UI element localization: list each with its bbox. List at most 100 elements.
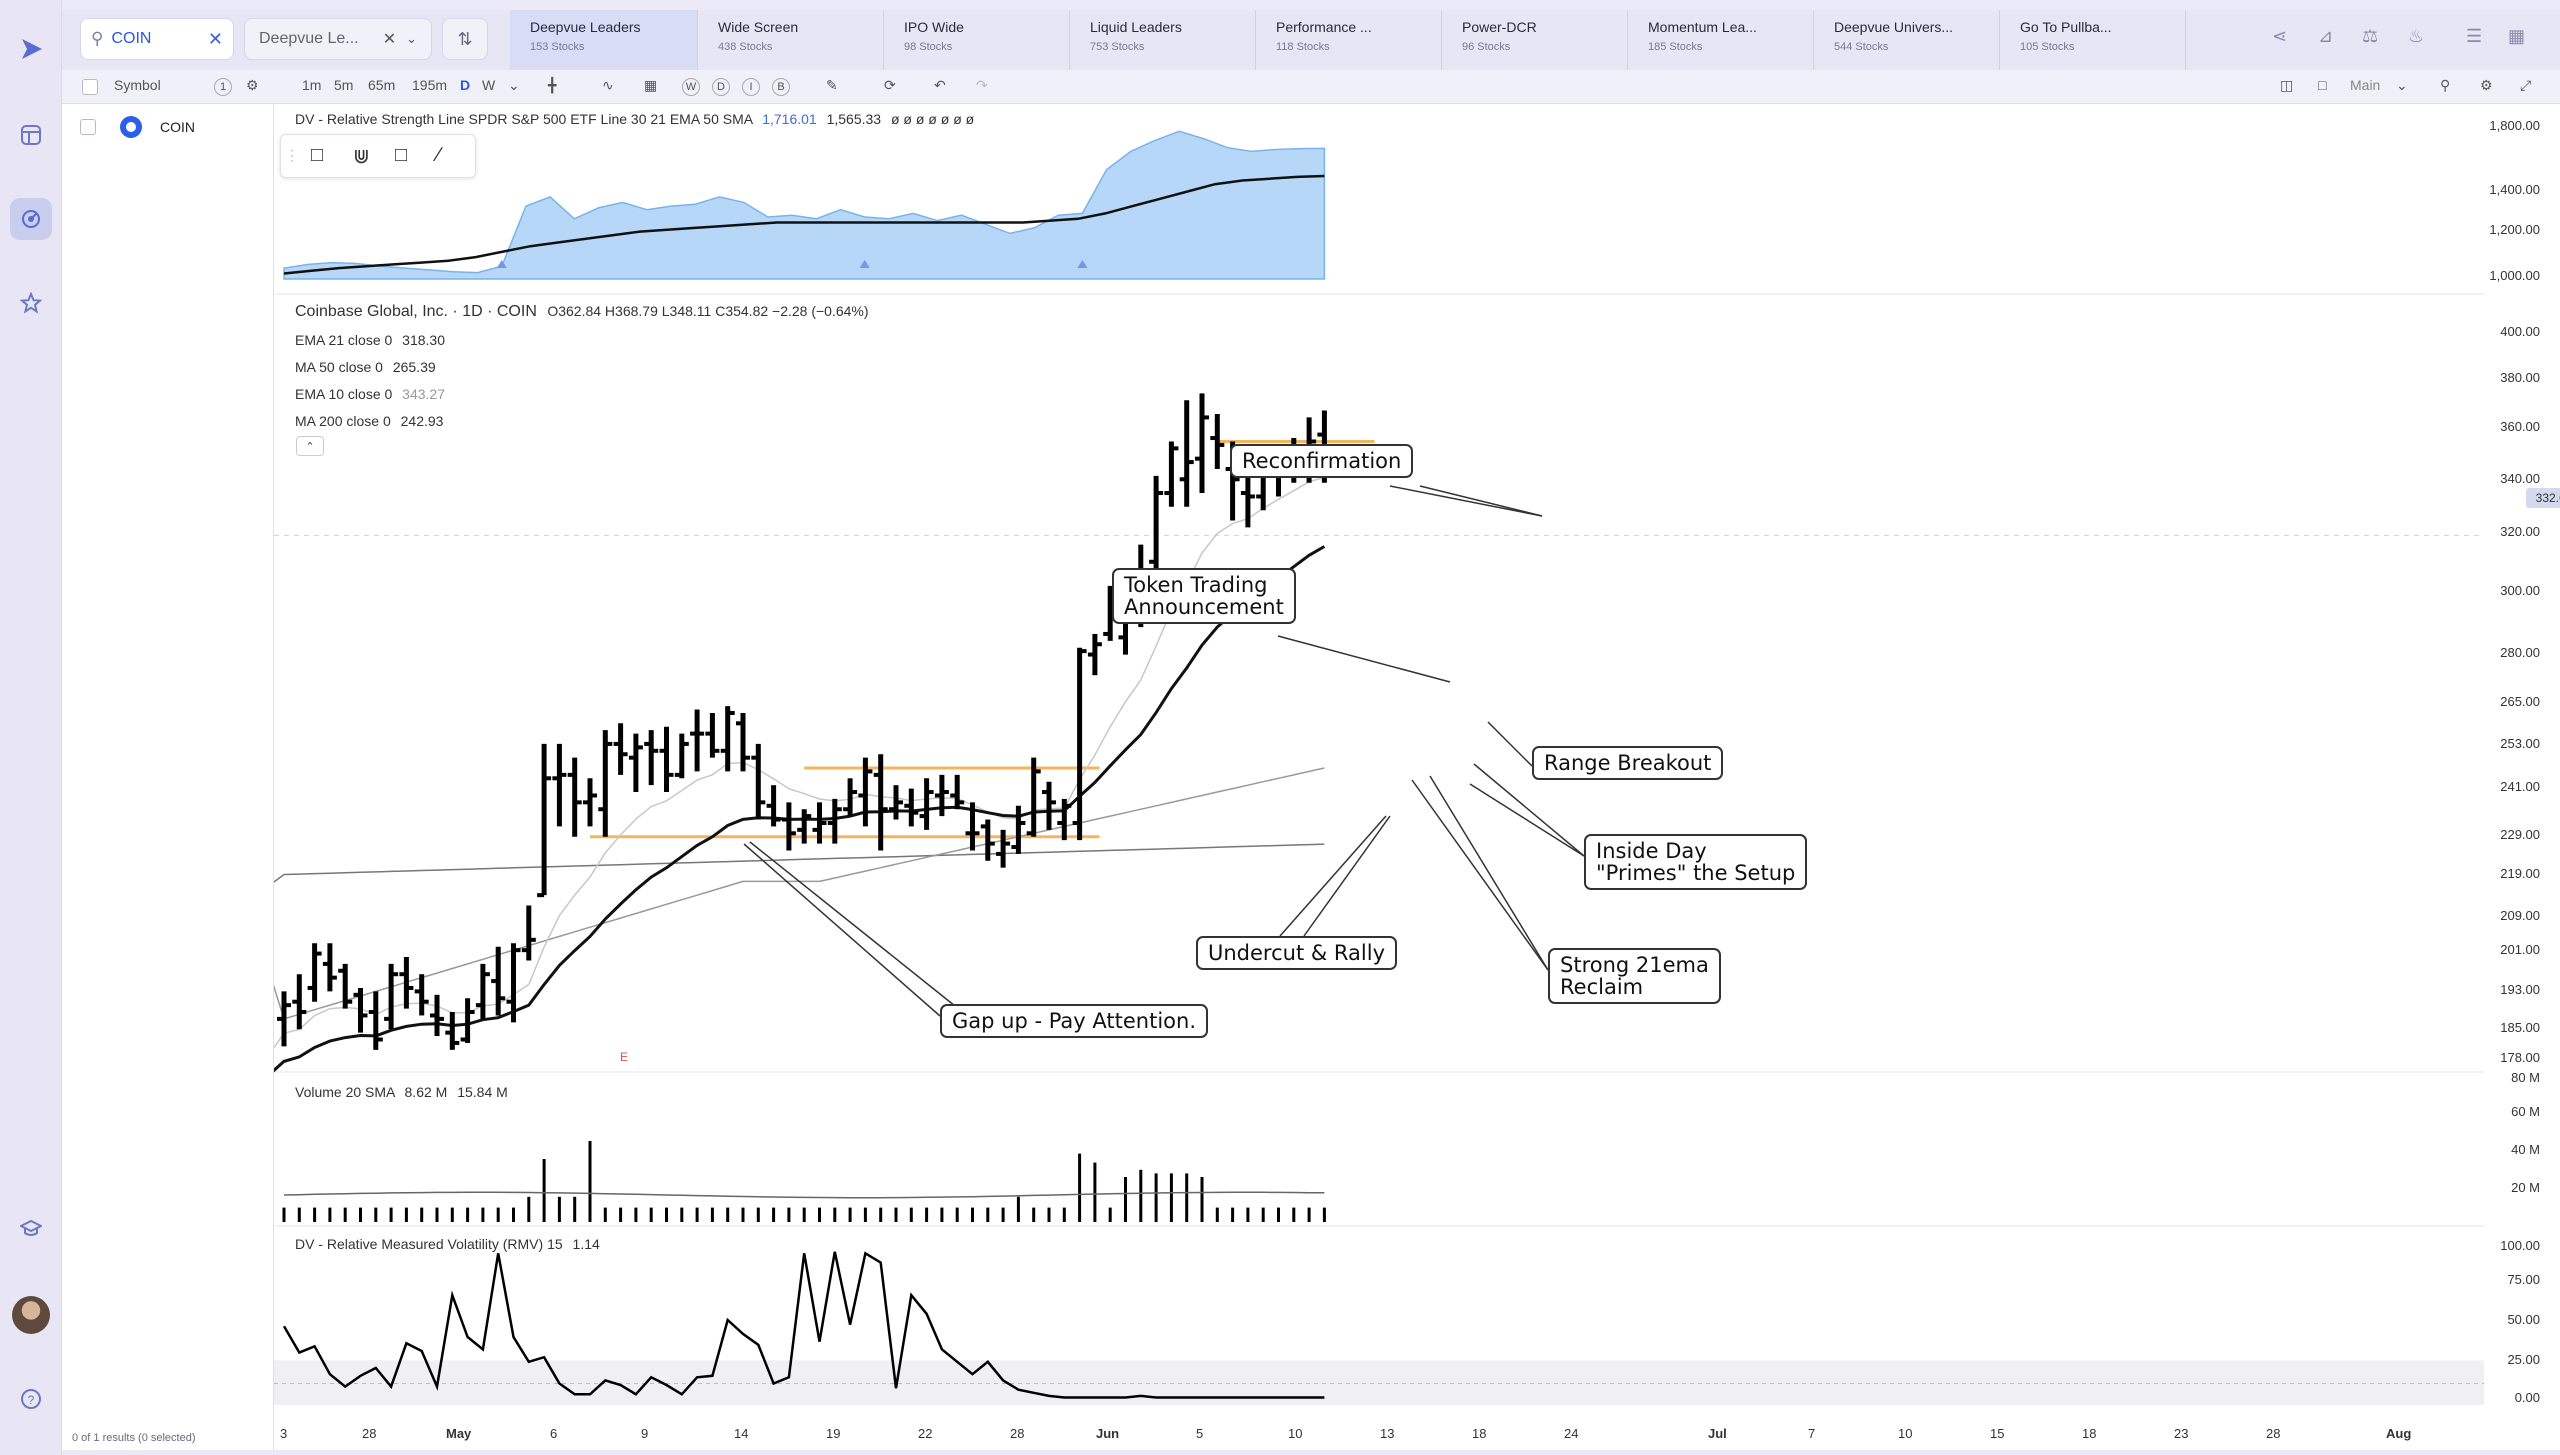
earnings-marker[interactable]: E — [620, 1050, 629, 1064]
price-axis-tick: 253.00 — [2500, 736, 2540, 751]
callout-reconfirmation[interactable]: Reconfirmation — [1230, 444, 1414, 478]
symbol-search-input[interactable]: ⚲ COIN ✕ — [80, 18, 234, 60]
price-axis-tick: 340.00 — [2500, 471, 2540, 486]
intraday-chart-toggle[interactable]: I — [742, 78, 760, 96]
comment-tool-icon[interactable]: □ — [395, 144, 408, 166]
help-icon[interactable]: ? — [10, 1378, 52, 1420]
chart-svg[interactable] — [274, 104, 2560, 1450]
sort-button[interactable]: ⇅ — [442, 18, 488, 60]
callout-undercut-rally[interactable]: Undercut & Rally — [1196, 936, 1398, 970]
undo-icon[interactable]: ↶ — [934, 77, 946, 93]
results-footer: 0 of 1 results (0 selected) — [72, 1432, 196, 1444]
layout-name[interactable]: Main — [2350, 77, 2381, 93]
logo-play-icon[interactable] — [10, 28, 52, 70]
tab-liquid-leaders[interactable]: Liquid Leaders 753 Stocks — [1070, 10, 1256, 70]
ohlc-bar — [445, 1012, 460, 1050]
avatar[interactable] — [12, 1296, 50, 1334]
drag-handle-icon[interactable]: ⋮ — [285, 147, 299, 163]
callout-gap-up[interactable]: Gap up - Pay Attention. — [940, 1004, 1209, 1038]
price-axis-tick: 229.00 — [2500, 827, 2540, 842]
share-icon[interactable]: ⋖ — [2272, 26, 2288, 46]
clear-search-icon[interactable]: ✕ — [207, 28, 223, 49]
watchlist-row[interactable]: COIN — [80, 116, 195, 138]
tab-go-to-pullback[interactable]: Go To Pullba... 105 Stocks — [2000, 10, 2186, 70]
layout-chevron-icon[interactable]: ⌄ — [2396, 77, 2408, 93]
rectangle-tool-icon[interactable]: □ — [311, 144, 324, 166]
rs-axis-tick: 1,200.00 — [2489, 222, 2540, 237]
timeframe-d[interactable]: D — [460, 77, 471, 93]
daily-chart-toggle[interactable]: D — [712, 78, 730, 96]
tab-deepvue-universe[interactable]: Deepvue Univers... 544 Stocks — [1814, 10, 2000, 70]
rmv-legend: DV - Relative Measured Volatility (RMV) … — [295, 1236, 600, 1252]
ohlc-bar — [889, 785, 903, 820]
callout-strong-21ema[interactable]: Strong 21ema Reclaim — [1548, 948, 1721, 1004]
ohlc-bar — [736, 712, 750, 772]
weekly-chart-toggle[interactable]: W — [682, 78, 700, 96]
callout-leader-line — [1429, 775, 1549, 971]
timeframe-65m[interactable]: 65m — [368, 77, 396, 93]
eraser-icon[interactable]: ✎ — [826, 77, 838, 93]
tab-count: 544 Stocks — [1834, 41, 1889, 53]
dashboard-icon[interactable] — [10, 114, 52, 156]
timeframe-1m[interactable]: 1m — [302, 77, 322, 93]
watchlist-select-value: Deepvue Le... — [259, 30, 359, 47]
refresh-icon[interactable]: ⟳ — [884, 77, 896, 93]
graduation-cap-icon[interactable] — [10, 1208, 52, 1250]
line-tool-icon[interactable]: ∕ — [437, 144, 441, 166]
fib-tool-icon[interactable]: ⋓ — [353, 146, 370, 168]
symbol-column-header[interactable]: Symbol — [114, 77, 161, 93]
timeframe-5m[interactable]: 5m — [334, 77, 354, 93]
volume-axis-tick: 40 M — [2511, 1142, 2540, 1157]
radar-icon[interactable] — [10, 198, 52, 240]
timeframe-w[interactable]: W — [482, 77, 496, 93]
timeframe-chevron-icon[interactable]: ⌄ — [508, 77, 520, 93]
time-axis-tick: 3 — [280, 1426, 288, 1441]
layout-panels-icon[interactable]: ◫ — [2280, 77, 2294, 93]
indicators-icon[interactable]: ∿ — [602, 77, 614, 93]
redo-icon[interactable]: ↷ — [976, 77, 988, 93]
coinbase-logo-icon — [120, 116, 142, 138]
settings-icon[interactable]: ⚙ — [246, 77, 259, 93]
tab-deepvue-leaders[interactable]: Deepvue Leaders 153 Stocks — [510, 10, 698, 70]
tab-momentum-leaders[interactable]: Momentum Lea... 185 Stocks — [1628, 10, 1814, 70]
collapse-legend-button[interactable]: ⌃ — [296, 436, 324, 456]
tab-power-dcr[interactable]: Power-DCR 96 Stocks — [1442, 10, 1628, 70]
layout-icon[interactable]: ▦ — [644, 77, 658, 93]
chart-area[interactable]: DV - Relative Strength Line SPDR S&P 500… — [274, 104, 2560, 1450]
indicator-value: 343.27 — [402, 386, 445, 402]
b-chart-toggle[interactable]: B — [772, 78, 790, 96]
grid-view-icon[interactable]: ▦ — [2508, 26, 2526, 46]
zoom-icon[interactable]: ⚲ — [2440, 77, 2451, 93]
callout-leader-line — [1279, 815, 1387, 937]
callout-range-breakout[interactable]: Range Breakout — [1532, 746, 1724, 780]
row-checkbox[interactable] — [80, 119, 96, 135]
timeframe-195m[interactable]: 195m — [412, 77, 448, 93]
list-view-icon[interactable]: ☰ — [2466, 26, 2483, 46]
folder-icon[interactable]: □ — [2318, 77, 2327, 93]
chart-settings-icon[interactable]: ⚙ — [2480, 77, 2493, 93]
fullscreen-icon[interactable]: ⤢ — [2520, 77, 2532, 93]
ohlc-bar — [904, 788, 919, 827]
star-icon[interactable] — [10, 282, 52, 324]
chart-line-icon[interactable]: ⊿ — [2318, 26, 2334, 46]
tab-count: 185 Stocks — [1648, 41, 1703, 53]
tab-performance[interactable]: Performance ... 118 Stocks — [1256, 10, 1442, 70]
time-axis-tick: 7 — [1808, 1426, 1816, 1441]
tab-wide-screen[interactable]: Wide Screen 438 Stocks — [698, 10, 884, 70]
ohlc-bar — [1057, 798, 1072, 841]
time-axis-tick: 22 — [918, 1426, 933, 1441]
ohlc-bar — [781, 802, 796, 851]
bar-style-icon[interactable]: ╋ — [548, 77, 557, 93]
callout-token-announcement[interactable]: Token Trading Announcement — [1112, 568, 1296, 624]
tab-ipo-wide[interactable]: IPO Wide 98 Stocks — [884, 10, 1070, 70]
select-all-checkbox[interactable] — [82, 79, 98, 95]
scales-icon[interactable]: ⚖ — [2362, 26, 2379, 46]
bell-icon[interactable]: ♨ — [2408, 26, 2425, 46]
watchlist-select[interactable]: Deepvue Le... ✕ ⌄ — [244, 18, 432, 60]
callout-inside-day[interactable]: Inside Day "Primes" the Setup — [1584, 834, 1808, 890]
time-axis-tick: 5 — [1196, 1426, 1204, 1441]
clear-watchlist-icon[interactable]: ✕ — [382, 31, 397, 48]
ema10-line — [274, 476, 1325, 1049]
tab-count: 105 Stocks — [2020, 41, 2075, 53]
